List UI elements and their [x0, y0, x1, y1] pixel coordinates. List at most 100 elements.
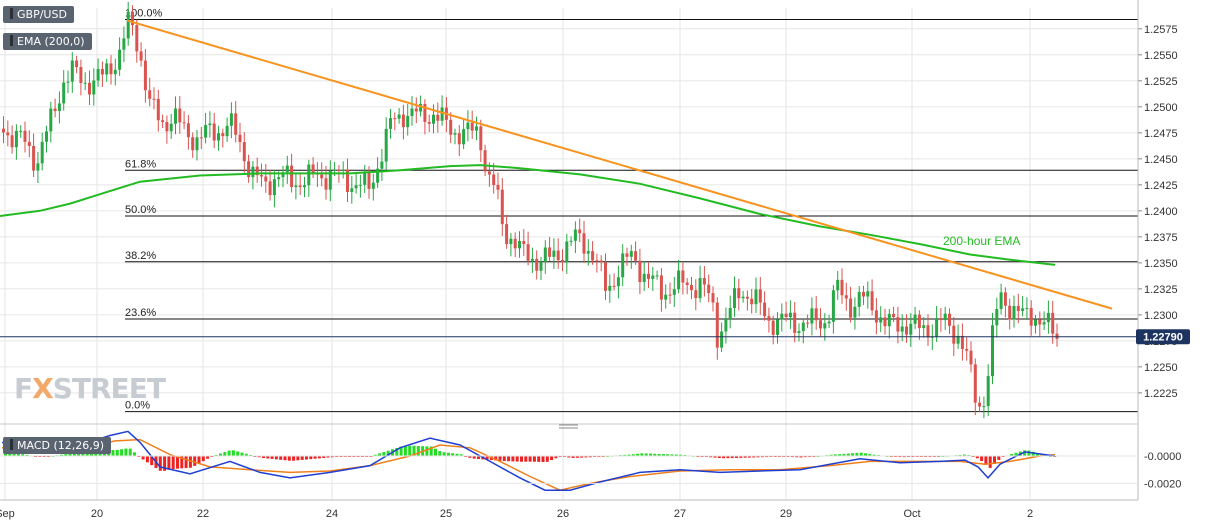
candle-body — [268, 181, 272, 196]
candle-body — [582, 233, 586, 254]
candle-body — [251, 166, 255, 178]
candle-body — [290, 165, 294, 188]
macd-histogram-bar — [795, 455, 799, 458]
macd-histogram-bar — [72, 453, 76, 456]
macd-histogram-bar — [554, 455, 558, 459]
macd-histogram-bar — [274, 455, 278, 460]
macd-histogram-bar — [64, 454, 68, 456]
candle-body — [543, 247, 547, 262]
macd-histogram-bar — [713, 455, 717, 458]
macd-histogram-bar — [962, 454, 966, 456]
macd-histogram-bar — [980, 455, 984, 461]
candle-body — [475, 126, 478, 131]
macd-label: MACD (12,26,9) — [17, 439, 105, 452]
candle-body — [100, 69, 104, 75]
macd-histogram-bar — [206, 455, 210, 459]
candle-body — [681, 270, 685, 283]
candle-body — [939, 318, 943, 321]
candle-body — [965, 348, 969, 351]
candle-body — [333, 169, 337, 171]
macd-histogram-bar — [120, 449, 124, 456]
candle-body — [195, 137, 199, 151]
candle-body — [995, 308, 999, 326]
candle-body — [191, 137, 195, 151]
candle-body — [784, 313, 788, 318]
candle-body — [113, 69, 117, 75]
fib-label: 100.0% — [125, 7, 163, 19]
candle-body — [350, 188, 354, 193]
candle-body — [53, 108, 57, 112]
macd-histogram-bar — [322, 455, 326, 458]
macd-histogram-bar — [111, 450, 115, 456]
candle-body — [457, 133, 461, 145]
macd-histogram-bar — [257, 455, 261, 458]
candle-body — [423, 103, 427, 122]
candle-body — [242, 142, 246, 162]
macd-histogram-bar — [666, 454, 670, 456]
ema-badge[interactable]: EMA (200,0) — [3, 33, 92, 50]
candle-body — [419, 103, 423, 112]
candle-body — [1021, 308, 1025, 311]
candle-body — [917, 314, 921, 329]
symbol-badge[interactable]: GBP/USD — [3, 6, 74, 23]
candle-body — [462, 129, 466, 145]
candle-body — [668, 294, 672, 296]
pane-separator[interactable] — [0, 423, 1138, 429]
macd-histogram-bar — [528, 455, 532, 462]
macd-histogram-bar — [167, 455, 171, 470]
candle-body — [655, 275, 659, 277]
macd-badge[interactable]: MACD (12,26,9) — [3, 437, 112, 454]
candle-body — [303, 185, 306, 188]
macd-histogram-bar — [59, 454, 63, 456]
candle-body — [131, 11, 134, 26]
candle-body — [109, 63, 113, 75]
candle-body — [277, 177, 281, 180]
candle-body — [285, 165, 289, 173]
candle-body — [49, 108, 53, 132]
macd-histogram-bar — [722, 455, 726, 459]
macd-histogram-bar — [287, 455, 291, 461]
candle-body — [298, 185, 302, 188]
candle-body — [793, 312, 797, 333]
candle-body — [487, 171, 491, 175]
macd-tick-label: -0.0020 — [1144, 478, 1181, 490]
macd-histogram-bar — [158, 455, 162, 471]
candle-body — [260, 175, 263, 177]
candle-body — [264, 176, 268, 182]
candle-body — [92, 80, 96, 95]
candle-body — [849, 298, 853, 318]
candle-body — [6, 132, 10, 136]
macd-histogram-bar — [907, 455, 910, 457]
candle-body — [217, 133, 220, 141]
candle-body — [733, 288, 736, 309]
candle-body — [767, 316, 771, 321]
candle-body — [664, 294, 668, 300]
macd-histogram-bar — [8, 452, 12, 456]
x-tick-label: Sep — [0, 508, 15, 520]
macd-histogram-bar — [709, 455, 713, 458]
candle-body — [204, 125, 208, 138]
fib-label: 61.8% — [125, 158, 156, 170]
candle-body — [83, 82, 87, 84]
y-tick-label: 1.2300 — [1144, 310, 1178, 322]
macd-histogram-bar — [571, 455, 575, 458]
candle-body — [702, 278, 706, 285]
candle-body — [870, 291, 874, 311]
macd-histogram-bar — [313, 455, 317, 459]
candle-body — [659, 275, 663, 300]
candle-body — [19, 130, 23, 132]
candle-body — [40, 141, 44, 164]
macd-histogram-bar — [842, 453, 846, 456]
macd-tick-label: -0.0000 — [1144, 451, 1181, 463]
candle-body — [1034, 319, 1037, 326]
candle-body — [139, 51, 143, 61]
candle-body — [466, 122, 470, 130]
candle-body — [715, 302, 719, 348]
time-axis: Sep 20 22 24 25 26 27 29 Oct 2 — [0, 499, 1138, 520]
candle-body — [776, 319, 779, 335]
candle-body — [948, 313, 951, 326]
macd-histogram-bar — [747, 455, 751, 458]
candle-body — [380, 161, 384, 169]
macd-histogram-bar — [545, 455, 549, 462]
